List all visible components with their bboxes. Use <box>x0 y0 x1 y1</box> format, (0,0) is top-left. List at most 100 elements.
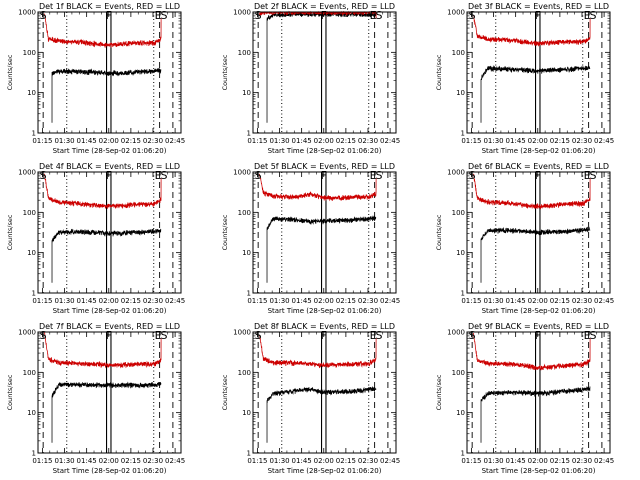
y-tick-label: 1000 <box>447 329 465 337</box>
chart-title: Det 4f BLACK = Events, RED = LLD <box>39 162 180 171</box>
series-events <box>51 67 162 123</box>
y-tick-label: 1 <box>461 130 465 138</box>
x-tick-label: 01:15 <box>32 457 52 465</box>
event-marker-s: S <box>376 329 383 342</box>
x-tick-label: 02:30 <box>358 137 378 145</box>
chart-title: Det 5f BLACK = Events, RED = LLD <box>254 162 395 171</box>
y-tick-label: 100 <box>23 369 36 377</box>
y-tick-label: 10 <box>242 249 251 257</box>
y-tick-label: 10 <box>456 89 465 97</box>
series-lld <box>259 173 377 202</box>
event-marker-s: S <box>40 9 47 22</box>
x-axis-label: Start Time (28-Sep-02 01:06:20) <box>482 467 596 475</box>
x-tick-label: 02:00 <box>99 457 119 465</box>
plot-frame <box>252 11 397 134</box>
y-tick-label: 100 <box>238 369 251 377</box>
x-tick-label: 02:30 <box>358 297 378 305</box>
x-tick-label: 01:30 <box>483 457 503 465</box>
chart-panel-det-3: Det 3f BLACK = Events, RED = LLD Counts/s… <box>435 2 614 155</box>
series-lld <box>44 13 162 48</box>
event-marker-s: S <box>255 169 262 182</box>
series-events <box>480 65 591 123</box>
x-axis-label: Start Time (28-Sep-02 01:06:20) <box>482 147 596 155</box>
event-marker-s: S <box>469 169 476 182</box>
x-tick-label: 01:45 <box>506 297 526 305</box>
series-lld <box>44 331 162 369</box>
chart-title: Det 8f BLACK = Events, RED = LLD <box>254 322 395 331</box>
x-tick-label: 02:45 <box>594 137 614 145</box>
event-marker-s: S <box>376 169 383 182</box>
x-tick-label: 02:00 <box>99 137 119 145</box>
event-marker-f: F <box>535 329 541 342</box>
x-tick-label: 02:45 <box>165 457 185 465</box>
event-marker-s: S <box>40 169 47 182</box>
x-tick-label: 01:45 <box>506 457 526 465</box>
x-tick-label: 01:30 <box>483 137 503 145</box>
y-tick-label: 100 <box>238 209 251 217</box>
x-tick-label: 01:15 <box>32 297 52 305</box>
x-tick-label: 02:15 <box>121 137 141 145</box>
y-tick-label: 100 <box>452 209 465 217</box>
x-axis-label: Start Time (28-Sep-02 01:06:20) <box>268 467 382 475</box>
x-tick-label: 01:15 <box>32 137 52 145</box>
y-tick-label: 1 <box>247 290 251 298</box>
x-tick-label: 02:45 <box>380 297 400 305</box>
event-marker-e: E <box>370 9 377 22</box>
x-axis-label: Start Time (28-Sep-02 01:06:20) <box>268 307 382 315</box>
series-events <box>266 215 377 283</box>
plot-frame <box>37 171 182 294</box>
series-lld <box>259 334 377 369</box>
chart-title: Det 1f BLACK = Events, RED = LLD <box>39 2 180 11</box>
y-tick-label: 10 <box>456 409 465 417</box>
x-tick-label: 01:30 <box>54 297 74 305</box>
x-tick-label: 02:45 <box>165 137 185 145</box>
y-tick-label: 1 <box>247 130 251 138</box>
x-tick-label: 02:30 <box>143 137 163 145</box>
event-marker-f: F <box>321 169 327 182</box>
x-axis-label: Start Time (28-Sep-02 01:06:20) <box>482 307 596 315</box>
event-marker-s: S <box>590 329 597 342</box>
series-lld <box>473 173 591 210</box>
event-marker-e: E <box>155 9 162 22</box>
plot-frame <box>252 331 397 454</box>
chart-title: Det 9f BLACK = Events, RED = LLD <box>468 322 609 331</box>
event-marker-e: E <box>155 169 162 182</box>
x-tick-label: 02:00 <box>528 137 548 145</box>
y-tick-label: 1 <box>461 290 465 298</box>
event-marker-e: E <box>584 329 591 342</box>
y-tick-label: 1000 <box>233 329 251 337</box>
y-tick-label: 1000 <box>18 9 36 17</box>
y-axis-label: Counts/sec <box>435 374 443 410</box>
x-tick-label: 02:15 <box>336 297 356 305</box>
x-tick-label: 01:30 <box>269 137 289 145</box>
x-tick-label: 02:00 <box>528 457 548 465</box>
x-tick-label: 01:45 <box>292 297 312 305</box>
chart-title: Det 2f BLACK = Events, RED = LLD <box>254 2 395 11</box>
y-tick-label: 10 <box>242 409 251 417</box>
chart-title: Det 7f BLACK = Events, RED = LLD <box>39 322 180 331</box>
y-tick-label: 100 <box>238 49 251 57</box>
series-lld <box>473 15 591 47</box>
x-tick-label: 01:45 <box>292 457 312 465</box>
x-axis-label: Start Time (28-Sep-02 01:06:20) <box>53 307 167 315</box>
chart-panel-det-1: Det 1f BLACK = Events, RED = LLD Counts/s… <box>6 2 185 155</box>
plot-frame <box>37 331 182 454</box>
x-tick-label: 02:30 <box>572 457 592 465</box>
series-events <box>51 381 162 443</box>
y-tick-label: 10 <box>242 89 251 97</box>
y-tick-label: 10 <box>27 249 36 257</box>
y-tick-label: 100 <box>23 209 36 217</box>
x-tick-label: 01:15 <box>461 457 481 465</box>
y-tick-label: 1000 <box>18 329 36 337</box>
event-marker-f: F <box>106 9 112 22</box>
y-tick-label: 10 <box>27 409 36 417</box>
y-tick-label: 10 <box>27 89 36 97</box>
event-marker-e: E <box>155 329 162 342</box>
event-marker-s: S <box>255 9 262 22</box>
x-tick-label: 01:45 <box>77 457 97 465</box>
y-tick-label: 100 <box>452 369 465 377</box>
x-tick-label: 02:45 <box>380 457 400 465</box>
y-tick-label: 1 <box>32 450 36 458</box>
x-tick-label: 02:00 <box>314 137 334 145</box>
